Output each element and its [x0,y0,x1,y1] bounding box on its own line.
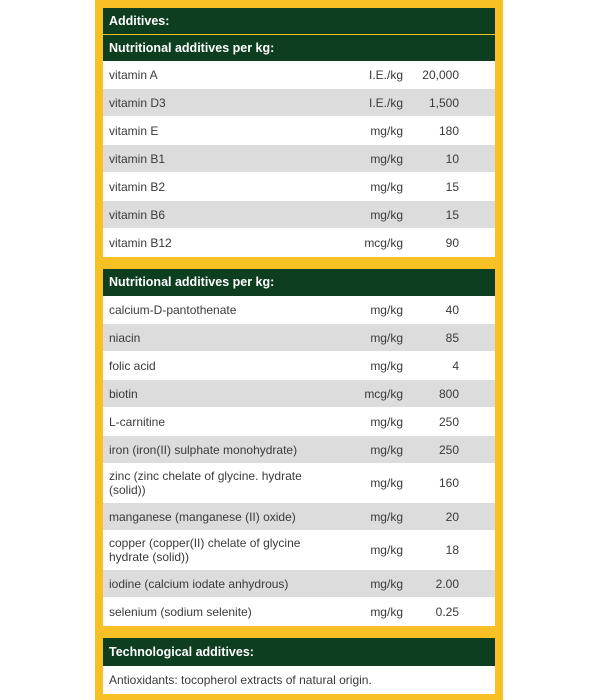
row-name: calcium-D-pantothenate [103,296,333,324]
row-unit: mg/kg [333,407,403,436]
table-row: L-carnitine mg/kg 250 [103,407,495,436]
row-unit: mg/kg [333,144,403,173]
table-row: iron (iron(II) sulphate monohydrate) mg/k… [103,435,495,464]
row-name: selenium (sodium selenite) [103,597,333,626]
row-name: vitamin B6 [103,200,333,229]
row-name: vitamin B12 [103,228,333,257]
row-name: L-carnitine [103,407,333,436]
row-value: 20,000 [403,61,495,89]
row-value: 250 [403,435,495,464]
table-row: vitamin B12 mcg/kg 90 [103,228,495,257]
row-unit: mg/kg [333,323,403,352]
row-name: vitamin B2 [103,172,333,201]
row-name: copper (copper(II) chelate of glycine hy… [103,530,333,570]
section-gap [103,626,495,638]
row-value: 90 [403,228,495,257]
row-name: manganese (manganese (II) oxide) [103,502,333,531]
technological-text: Antioxidants: tocopherol extracts of nat… [103,666,495,694]
row-value: 15 [403,200,495,229]
row-unit: mg/kg [333,530,403,570]
table-row: vitamin B6 mg/kg 15 [103,200,495,229]
table-row: copper (copper(II) chelate of glycine hy… [103,530,495,570]
table-row: zinc (zinc chelate of glycine. hydrate (… [103,463,495,503]
row-name: vitamin D3 [103,88,333,117]
table-row: biotin mcg/kg 800 [103,379,495,408]
additives-table-container: Additives: Nutritional additives per kg:… [103,8,495,694]
section-gap [103,257,495,269]
table-row: selenium (sodium selenite) mg/kg 0.25 [103,597,495,626]
row-unit: mg/kg [333,116,403,145]
row-unit: mg/kg [333,296,403,324]
table-row: vitamin B2 mg/kg 15 [103,172,495,201]
section2-heading: Nutritional additives per kg: [103,269,495,296]
row-name: iodine (calcium iodate anhydrous) [103,569,333,598]
table-row: iodine (calcium iodate anhydrous) mg/kg 2.… [103,569,495,598]
row-name: vitamin E [103,116,333,145]
row-name: biotin [103,379,333,408]
table-row: vitamin D3 I.E./kg 1,500 [103,88,495,117]
row-name: vitamin A [103,61,333,89]
row-name: niacin [103,323,333,352]
table-row: vitamin B1 mg/kg 10 [103,144,495,173]
row-value: 0.25 [403,597,495,626]
row-value: 15 [403,172,495,201]
additives-title: Additives: [103,8,495,34]
row-unit: I.E./kg [333,88,403,117]
row-unit: mg/kg [333,569,403,598]
row-value: 20 [403,502,495,531]
row-name: iron (iron(II) sulphate monohydrate) [103,435,333,464]
row-value: 180 [403,116,495,145]
row-value: 800 [403,379,495,408]
row-unit: mcg/kg [333,379,403,408]
row-unit: mg/kg [333,351,403,380]
additives-panel: Additives: Nutritional additives per kg:… [95,0,503,700]
row-unit: mg/kg [333,463,403,503]
row-unit: mg/kg [333,435,403,464]
row-value: 2.00 [403,569,495,598]
table-row: calcium-D-pantothenate mg/kg 40 [103,296,495,324]
table-row: niacin mg/kg 85 [103,323,495,352]
row-value: 10 [403,144,495,173]
row-unit: mg/kg [333,502,403,531]
row-value: 85 [403,323,495,352]
row-unit: mg/kg [333,200,403,229]
row-unit: mg/kg [333,172,403,201]
row-value: 18 [403,530,495,570]
table-row: vitamin A I.E./kg 20,000 [103,61,495,89]
row-name: folic acid [103,351,333,380]
section1-heading: Nutritional additives per kg: [103,34,495,61]
technological-heading: Technological additives: [103,638,495,666]
row-unit: mcg/kg [333,228,403,257]
table-row: folic acid mg/kg 4 [103,351,495,380]
row-unit: I.E./kg [333,61,403,89]
row-value: 250 [403,407,495,436]
section2-table: calcium-D-pantothenate mg/kg 40 niacin mg/kg… [103,296,495,626]
row-value: 4 [403,351,495,380]
row-name: zinc (zinc chelate of glycine. hydrate (… [103,463,333,503]
row-name: vitamin B1 [103,144,333,173]
section1-table: vitamin A I.E./kg 20,000 vitamin D3 I.E./kg 1… [103,61,495,257]
row-value: 40 [403,296,495,324]
row-value: 1,500 [403,88,495,117]
row-value: 160 [403,463,495,503]
row-unit: mg/kg [333,597,403,626]
table-row: manganese (manganese (II) oxide) mg/kg 20 [103,502,495,531]
